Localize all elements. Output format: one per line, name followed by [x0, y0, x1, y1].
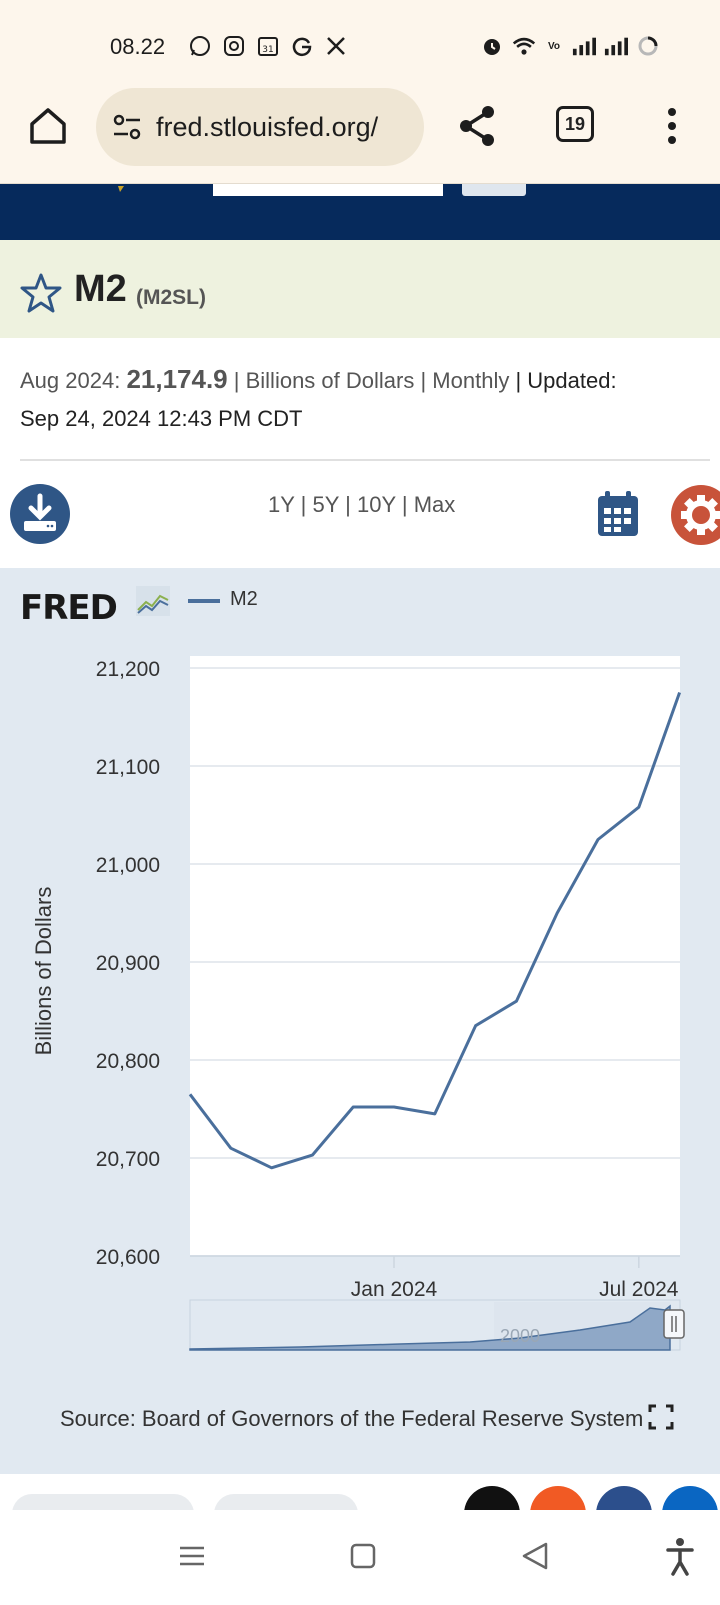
frequency: Monthly	[432, 368, 509, 393]
accessibility-icon[interactable]	[668, 1538, 692, 1574]
y-tick-label: 20,600	[96, 1246, 160, 1269]
battery-icon	[636, 34, 660, 58]
share-row	[0, 1474, 720, 1510]
volte-icon: Vo	[544, 34, 564, 58]
y-tick-label: 21,000	[96, 854, 160, 877]
download-icon	[10, 484, 70, 544]
fullscreen-icon[interactable]	[648, 1404, 674, 1430]
wifi-icon	[512, 34, 536, 58]
date-picker-button[interactable]	[596, 490, 640, 538]
share-icon	[456, 104, 500, 148]
range-10y[interactable]: 10Y	[357, 492, 396, 517]
navigator-label: 2000	[500, 1326, 540, 1346]
browser-toolbar: fred.stlouisfed.org/ 19	[0, 92, 720, 184]
instagram-icon	[222, 34, 246, 58]
range-separator: |	[402, 492, 408, 517]
range-1y[interactable]: 1Y	[268, 492, 295, 517]
observation-period: Aug 2024:	[20, 368, 120, 393]
pill-button[interactable]	[214, 1494, 358, 1510]
system-nav-bar	[0, 1510, 720, 1600]
units: | Billions of Dollars |	[234, 368, 426, 393]
range-max[interactable]: Max	[414, 492, 456, 517]
date-range-links: 1Y | 5Y | 10Y | Max	[268, 492, 455, 518]
linkedin-icon[interactable]	[662, 1486, 718, 1510]
series-title-bar: M2 (M2SL)	[0, 240, 720, 338]
range-5y[interactable]: 5Y	[312, 492, 339, 517]
signal-icon	[572, 34, 596, 58]
plot-area	[190, 656, 680, 1256]
home-button[interactable]	[26, 104, 70, 148]
fred-header-logo	[0, 184, 720, 240]
system-icons: Vo	[480, 34, 660, 58]
calendar-day: 31	[262, 45, 273, 55]
y-tick-label: 20,700	[96, 1148, 160, 1171]
x-tick-label: Jan 2024	[351, 1278, 438, 1301]
social-icon[interactable]	[464, 1486, 520, 1510]
observation-value: 21,174.9	[126, 364, 227, 394]
series-code: (M2SL)	[136, 286, 206, 310]
chart-svg[interactable]: 20,600 20,700 20,800 20,900 21,000 21,100 21,2…	[0, 568, 720, 1388]
divider	[20, 459, 710, 461]
site-header	[0, 184, 720, 240]
share-button[interactable]	[456, 104, 500, 148]
tab-switcher-button[interactable]: 19	[556, 106, 594, 142]
updated-date: Sep 24, 2024 12:43 PM CDT	[20, 406, 303, 431]
more-menu-button[interactable]	[662, 104, 682, 148]
y-tick-label: 21,200	[96, 658, 160, 681]
notification-icons: 31	[188, 34, 348, 58]
reddit-icon[interactable]	[530, 1486, 586, 1510]
calendar-31-icon: 31	[256, 34, 280, 58]
alarm-icon	[480, 34, 504, 58]
range-separator: |	[301, 492, 307, 517]
x-icon	[324, 34, 348, 58]
google-icon	[290, 34, 314, 58]
more-vertical-icon	[662, 104, 682, 148]
y-tick-label: 20,900	[96, 952, 160, 975]
recent-apps-icon[interactable]	[180, 1548, 204, 1564]
signal-icon	[604, 34, 628, 58]
download-button[interactable]	[10, 484, 70, 544]
gear-icon	[670, 484, 720, 546]
home-icon	[26, 104, 70, 148]
y-tick-label: 21,100	[96, 756, 160, 779]
series-title: M2	[74, 268, 127, 311]
star-icon[interactable]	[20, 272, 62, 314]
status-bar: 08.22 31 Vo	[0, 0, 720, 92]
series-meta: Aug 2024: 21,174.9 | Billions of Dollars…	[20, 360, 710, 438]
edit-graph-button[interactable]	[670, 484, 720, 546]
x-tick-label: Jul 2024	[599, 1278, 679, 1301]
site-settings-icon[interactable]	[112, 113, 142, 141]
address-bar[interactable]: fred.stlouisfed.org/	[96, 88, 424, 166]
y-tick-label: 20,800	[96, 1050, 160, 1073]
source-text: Source: Board of Governors of the Federa…	[60, 1406, 643, 1432]
navigator-handle[interactable]	[664, 1310, 684, 1338]
home-nav-icon[interactable]	[352, 1545, 374, 1567]
facebook-icon[interactable]	[596, 1486, 652, 1510]
calendar-icon	[596, 490, 640, 538]
range-separator: |	[345, 492, 351, 517]
status-time: 08.22	[110, 34, 165, 60]
whatsapp-icon	[188, 34, 212, 58]
updated-label: | Updated:	[515, 368, 616, 393]
pill-button[interactable]	[12, 1494, 194, 1510]
back-icon[interactable]	[524, 1544, 546, 1568]
url-text: fred.stlouisfed.org/	[156, 112, 378, 143]
